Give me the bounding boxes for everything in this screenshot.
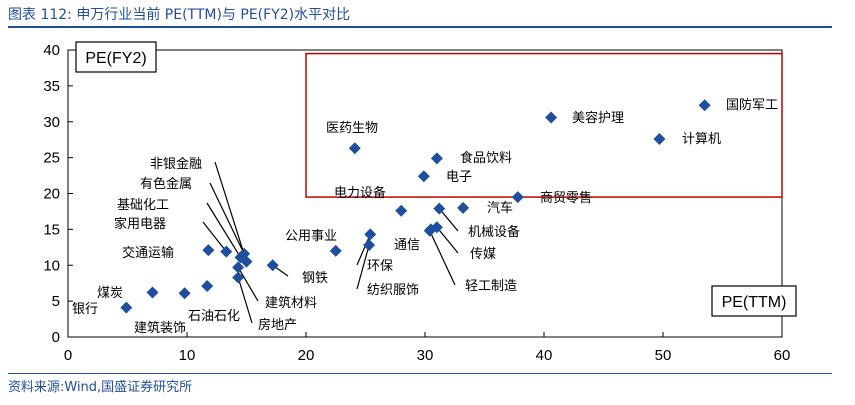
point-label: 建筑装饰 [134, 320, 186, 336]
point-label: 汽车 [487, 200, 513, 216]
y-tick-label: 5 [52, 293, 60, 310]
x-tick-label: 10 [179, 347, 196, 364]
data-point-marker [240, 255, 253, 268]
data-point-marker [653, 132, 666, 145]
y-tick-label: 10 [43, 257, 60, 274]
point-label: 计算机 [682, 132, 721, 147]
data-point-marker [232, 271, 245, 284]
point-label: 煤炭 [97, 286, 123, 301]
point-label: 非银金融 [150, 156, 202, 172]
point-label: 美容护理 [572, 110, 624, 126]
label-leader-line [202, 221, 227, 252]
axis-ticks: 0 10 20 30 40 50 60 0 5 10 15 20 25 30 35 40 [43, 42, 790, 364]
point-label: 通信 [394, 238, 420, 253]
x-tick-label: 50 [655, 347, 672, 364]
label-leader-line [436, 226, 459, 254]
data-point-marker [423, 224, 436, 237]
y-tick-label: 35 [43, 78, 60, 95]
point-label: 基础化工 [117, 198, 169, 213]
data-point-marker [364, 228, 377, 241]
data-point-marker [202, 244, 215, 257]
point-label: 石油石化 [188, 309, 240, 324]
x-tick-label: 0 [64, 347, 72, 364]
footer-rule [8, 373, 832, 374]
data-point-marker [457, 201, 470, 214]
point-label: 家用电器 [114, 216, 166, 232]
point-label: 交通运输 [122, 245, 174, 261]
x-axis-label: PE(TTM) [722, 294, 787, 311]
data-point-marker [329, 244, 342, 257]
highlight-region-box [305, 52, 783, 198]
data-point-marker [417, 170, 430, 183]
y-tick-label: 20 [43, 186, 60, 203]
label-leader-lines [202, 161, 459, 324]
x-tick-label: 60 [774, 347, 791, 364]
source-note: 资料来源:Wind,国盛证券研究所 [8, 380, 193, 395]
data-point-marker [201, 280, 214, 293]
label-leader-line [429, 230, 456, 286]
data-point-marker [545, 111, 558, 124]
point-label: 纺织服饰 [367, 283, 419, 298]
point-label: 传媒 [470, 247, 496, 262]
data-point-marker [433, 202, 446, 215]
data-point-marker [232, 261, 245, 274]
point-label: 环保 [367, 259, 393, 274]
point-label: 房地产 [258, 317, 297, 333]
title-rule [8, 26, 832, 28]
point-label: 医药生物 [326, 121, 378, 136]
data-points [120, 99, 711, 314]
label-leader-line [237, 277, 253, 324]
point-label: 轻工制造 [465, 279, 517, 294]
label-leader-line [214, 161, 248, 262]
point-label: 电子 [446, 170, 472, 185]
y-tick-label: 25 [43, 150, 60, 167]
point-label: 国防军工 [726, 97, 778, 113]
y-tick-label: 15 [43, 221, 60, 238]
point-label: 食品饮料 [460, 150, 512, 166]
data-point-marker [120, 301, 133, 314]
x-tick-label: 30 [417, 347, 434, 364]
y-tick-label: 40 [43, 42, 60, 59]
x-tick-label: 40 [536, 347, 553, 364]
plot-frame [67, 49, 783, 338]
x-axis-label-box [711, 285, 797, 317]
axis-titles: PE(FY2) PE(TTM) [75, 41, 797, 317]
label-leader-line [237, 267, 259, 302]
data-point-marker [395, 204, 408, 217]
data-point-marker [348, 142, 361, 155]
data-point-marker [511, 191, 524, 204]
point-label: 电力设备 [334, 185, 386, 201]
data-point-marker [178, 287, 191, 300]
label-leader-line [356, 245, 370, 290]
label-leader-line [206, 202, 242, 258]
point-label: 机械设备 [468, 224, 520, 240]
point-label: 建筑材料 [265, 295, 317, 311]
point-label: 公用事业 [285, 229, 337, 244]
data-point-marker [430, 152, 443, 165]
label-leader-line [438, 208, 459, 232]
data-point-marker [698, 99, 711, 112]
label-leader-line [209, 182, 245, 255]
point-label: 有色金属 [140, 176, 192, 192]
point-label: 钢铁 [302, 271, 328, 286]
y-axis-label: PE(FY2) [85, 50, 146, 67]
data-point-marker [220, 245, 233, 258]
y-tick-label: 0 [52, 329, 60, 346]
data-point-marker [266, 259, 279, 272]
point-label: 商贸零售 [540, 190, 592, 206]
x-tick-label: 20 [298, 347, 315, 364]
y-tick-label: 30 [43, 114, 60, 131]
data-point-marker [146, 286, 159, 299]
point-label: 银行 [72, 302, 98, 317]
label-leader-line [356, 234, 371, 266]
y-axis-label-box [75, 41, 157, 73]
data-point-marker [363, 239, 376, 252]
figure-title: 图表 112: 申万行业当前 PE(TTM)与 PE(FY2)水平对比 [8, 7, 351, 23]
